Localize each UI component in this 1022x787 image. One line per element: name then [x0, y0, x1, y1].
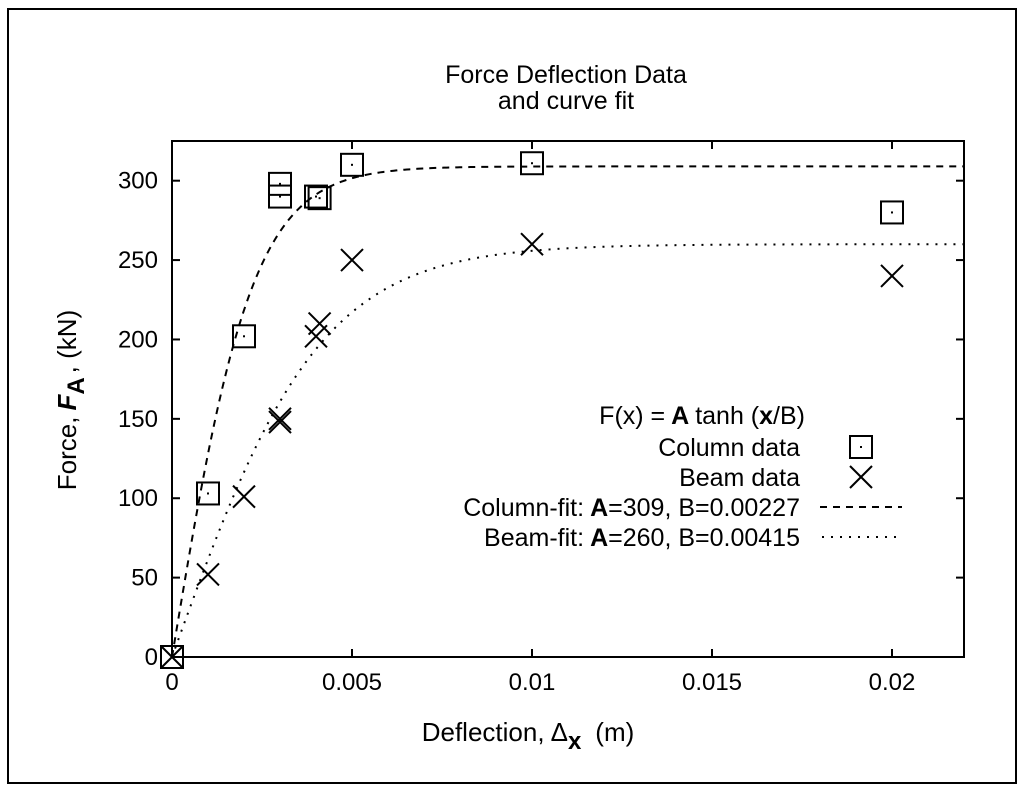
y-axis-label-unit: , (kN): [52, 310, 82, 374]
beam-data-point: [232, 484, 256, 509]
y-tick-label: 250: [118, 247, 158, 274]
x-axis-label: Deflection, Δx (m): [422, 717, 635, 755]
y-tick-label: 300: [118, 168, 158, 195]
y-axis-label-prefix: Force,: [52, 417, 82, 491]
beam-data-point: [304, 324, 328, 348]
legend-formula-mid: tanh (: [695, 402, 760, 430]
beam-data-point: [160, 645, 184, 669]
legend-beam-fit-params: =260, B=0.00415: [608, 524, 800, 552]
beam-data-point: [520, 232, 544, 256]
y-axis-label-symbol: F: [52, 394, 82, 411]
y-tick-label: 50: [131, 565, 158, 592]
x-axis-label-prefix: Deflection,: [422, 717, 545, 747]
column-data-point: [304, 184, 328, 209]
title-line-2: and curve fit: [498, 87, 634, 115]
column-data-point: [340, 152, 364, 177]
legend-beam-data-label: Beam data: [679, 464, 800, 492]
column-data-point: [307, 186, 332, 211]
x-axis-label-symbol: Δ: [551, 717, 568, 747]
beam-data-point: [196, 562, 220, 587]
legend-beam-fit-label: Beam-fit: A=260, B=0.00415: [484, 524, 800, 552]
legend-square-marker: [849, 435, 873, 459]
y-axis-ticks: 0 50 100 150 200 250 300: [118, 168, 964, 671]
beam-data-point: [340, 248, 364, 272]
column-data-point: [196, 481, 220, 506]
fit-curves: [171, 165, 964, 658]
data-markers: [160, 151, 904, 669]
legend-column-fit-label: Column-fit: A=309, B=0.00227: [463, 494, 800, 522]
legend-column-fit-params: =309, B=0.00227: [608, 494, 800, 522]
x-axis-label-subscript: x: [568, 728, 582, 755]
plot-area: [171, 140, 965, 658]
legend-column-data-label: Column data: [658, 434, 800, 462]
x-axis-ticks: 0 0.005 0.01 0.015 0.02: [165, 141, 915, 696]
beam-data-point: [268, 407, 292, 431]
column-data-point: [268, 171, 292, 196]
legend-beam-fit-a: A: [590, 524, 608, 552]
x-axis-label-unit: (m): [595, 717, 634, 747]
y-tick-label: 200: [118, 326, 158, 353]
legend-formula-rhs: /B): [773, 402, 805, 430]
beam-data-point: [268, 410, 292, 434]
y-axis-label: Force, FA , (kN): [52, 310, 90, 490]
y-tick-label: 150: [118, 406, 158, 433]
legend-formula-x: x: [759, 402, 773, 430]
x-tick-label: 0: [165, 669, 178, 696]
column-data-point: [880, 200, 904, 225]
column-data-point: [232, 324, 256, 349]
legend-beam-fit-name: Beam-fit:: [484, 524, 584, 552]
column-data-point: [268, 184, 292, 209]
column-data-point: [520, 151, 544, 176]
beam-data-point: [307, 311, 332, 336]
beam-data-point: [880, 264, 904, 288]
legend-cross-marker: [849, 465, 873, 489]
beam-fit-curve: [171, 243, 964, 658]
x-tick-label: 0.005: [322, 669, 382, 696]
y-axis-label-subscript: A: [63, 377, 90, 394]
legend-column-fit-name: Column-fit:: [463, 494, 584, 522]
x-tick-label: 0.01: [509, 669, 556, 696]
y-tick-label: 0: [145, 644, 158, 671]
legend-formula-a: A: [671, 402, 689, 430]
x-tick-label: 0.02: [869, 669, 916, 696]
chart-title: Force Deflection Data and curve fit: [445, 61, 687, 115]
legend-column-fit-a: A: [590, 494, 608, 522]
x-tick-label: 0.015: [682, 669, 742, 696]
title-line-1: Force Deflection Data: [445, 61, 687, 89]
y-tick-label: 100: [118, 485, 158, 512]
legend-formula-lhs: F(x) =: [599, 402, 665, 430]
